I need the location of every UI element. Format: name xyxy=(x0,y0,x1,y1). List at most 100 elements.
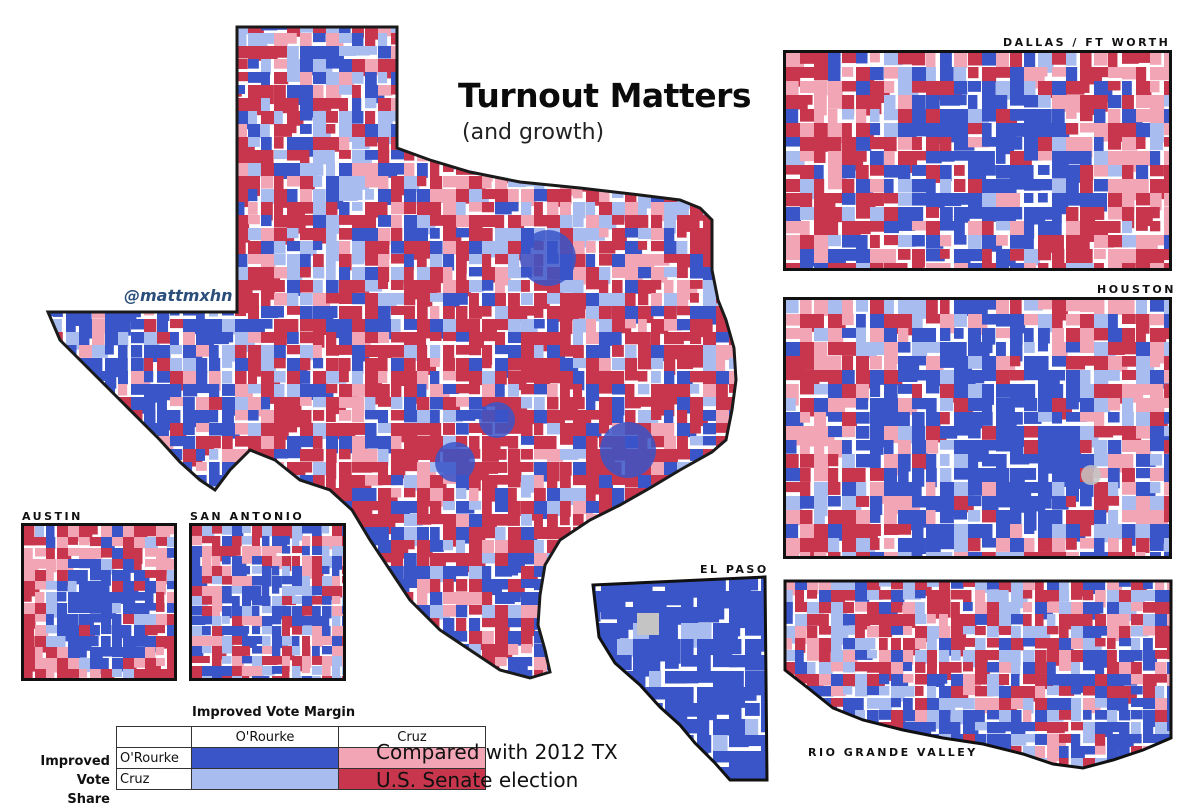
map-region xyxy=(242,526,251,534)
map-region xyxy=(884,235,899,246)
map-region xyxy=(300,150,310,165)
map-region xyxy=(332,676,342,678)
map-region xyxy=(302,646,311,660)
map-region xyxy=(192,556,201,569)
map-region xyxy=(1108,67,1123,78)
map-region xyxy=(1131,614,1149,626)
map-region xyxy=(456,267,467,286)
map-region xyxy=(1071,662,1081,678)
map-region xyxy=(48,33,55,53)
map-region xyxy=(761,783,770,785)
map-region xyxy=(326,410,336,422)
map-region xyxy=(482,618,501,628)
map-region xyxy=(157,358,173,373)
map-region xyxy=(1066,137,1083,156)
map-region xyxy=(912,179,927,193)
map-region xyxy=(118,488,132,509)
map-region xyxy=(1164,123,1169,136)
map-region xyxy=(1150,165,1164,177)
map-region xyxy=(365,111,376,126)
map-region xyxy=(534,475,544,494)
map-region xyxy=(48,124,51,135)
map-region xyxy=(66,241,81,254)
map-region xyxy=(819,674,835,686)
map-region xyxy=(612,150,623,160)
map-region xyxy=(222,576,236,585)
map-region xyxy=(677,98,690,118)
map-region xyxy=(1150,151,1161,172)
map-region xyxy=(690,436,705,446)
map-region xyxy=(612,527,632,546)
map-region xyxy=(79,176,93,191)
map-region xyxy=(987,650,1002,661)
map-region xyxy=(79,46,100,65)
map-region xyxy=(378,384,390,403)
map-region xyxy=(677,475,688,485)
map-region xyxy=(482,358,492,369)
map-region xyxy=(342,576,343,584)
map-region xyxy=(508,332,524,344)
map-region xyxy=(222,616,230,624)
map-region xyxy=(131,163,145,182)
map-region xyxy=(469,436,480,451)
map-region xyxy=(586,189,602,206)
map-region xyxy=(1038,207,1053,220)
map-region xyxy=(156,581,167,595)
map-region xyxy=(192,526,203,536)
map-region xyxy=(252,596,264,606)
map-region xyxy=(105,215,116,226)
map-region xyxy=(1035,614,1044,633)
map-region xyxy=(352,657,372,673)
map-region xyxy=(170,59,189,80)
map-region xyxy=(68,603,81,614)
map-region xyxy=(819,686,834,697)
map-region xyxy=(1038,109,1052,127)
map-region xyxy=(1038,440,1055,455)
map-region xyxy=(742,501,754,516)
map-region xyxy=(599,540,616,558)
map-region xyxy=(903,698,913,711)
map-region xyxy=(302,626,314,636)
map-region xyxy=(968,193,985,210)
map-region xyxy=(365,410,379,420)
map-region xyxy=(800,328,812,346)
map-region xyxy=(982,342,993,354)
map-region xyxy=(79,189,92,202)
map-region xyxy=(612,228,627,243)
map-region xyxy=(66,202,77,222)
map-region xyxy=(144,358,154,377)
map-region xyxy=(365,475,383,486)
map-region xyxy=(903,590,921,600)
map-region xyxy=(729,475,736,495)
map-region xyxy=(1024,328,1034,345)
map-region xyxy=(800,249,817,267)
map-region xyxy=(261,228,277,244)
map-region xyxy=(79,647,87,658)
map-region xyxy=(248,462,260,475)
map-region xyxy=(261,163,275,177)
map-region xyxy=(131,683,150,694)
map-region xyxy=(144,215,154,232)
map-region xyxy=(378,345,392,359)
map-region xyxy=(560,163,571,174)
map-region xyxy=(625,397,641,409)
map-region xyxy=(729,254,736,271)
map-region xyxy=(1108,207,1124,220)
map-region xyxy=(192,636,203,650)
map-region xyxy=(573,72,590,91)
map-region xyxy=(996,482,1015,498)
map-region xyxy=(430,46,451,65)
map-region xyxy=(625,46,646,55)
map-region xyxy=(586,46,597,55)
map-region xyxy=(690,514,711,534)
map-region xyxy=(786,370,805,381)
map-region xyxy=(242,666,254,677)
map-region xyxy=(430,371,440,389)
map-region xyxy=(713,751,732,763)
map-region xyxy=(795,758,810,767)
map-region xyxy=(745,577,759,591)
map-region xyxy=(664,137,682,154)
metro-cluster xyxy=(435,442,475,482)
map-region xyxy=(508,150,518,170)
map-region xyxy=(196,241,212,258)
